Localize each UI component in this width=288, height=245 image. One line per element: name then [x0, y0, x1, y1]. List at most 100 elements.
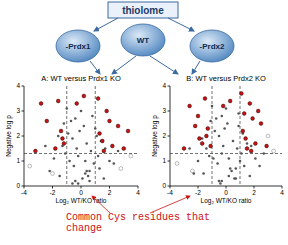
- chart-title: B: WT versus Prdx2 KO: [186, 74, 266, 83]
- point: [103, 177, 106, 180]
- point: [110, 144, 114, 148]
- point: [250, 145, 253, 148]
- threshold-line: [240, 86, 241, 186]
- point: [34, 149, 38, 153]
- point: [84, 172, 87, 175]
- point: [218, 135, 221, 138]
- y-tick-label: 3: [162, 107, 166, 114]
- point: [122, 147, 126, 151]
- x-tick-label: 0: [224, 189, 228, 196]
- point: [254, 142, 258, 146]
- caption-arrow: [150, 196, 190, 213]
- x-tick-label: 0: [79, 189, 83, 196]
- point: [91, 115, 94, 118]
- point: [265, 144, 269, 148]
- point: [58, 175, 61, 178]
- point: [219, 182, 222, 185]
- chart-title: A: WT versus Prdx1 KO: [41, 74, 121, 83]
- point: [71, 182, 74, 185]
- point: [85, 170, 88, 173]
- point: [98, 132, 102, 136]
- point: [249, 175, 252, 178]
- x-tick-label: -2: [50, 189, 56, 196]
- node-label: -Prdx2: [200, 42, 225, 51]
- point: [236, 147, 239, 150]
- point: [85, 142, 88, 145]
- point: [259, 122, 263, 126]
- point: [197, 160, 200, 163]
- arrow: [192, 61, 200, 74]
- point: [221, 152, 224, 155]
- point: [225, 107, 228, 110]
- point: [53, 147, 57, 151]
- point: [88, 180, 91, 183]
- point: [188, 147, 191, 150]
- arrow: [90, 61, 100, 74]
- point: [94, 127, 97, 130]
- point: [263, 152, 266, 155]
- point: [84, 160, 87, 163]
- point: [244, 137, 248, 141]
- x-tick-label: -4: [167, 189, 173, 196]
- point: [212, 157, 215, 160]
- canvas: thiolome-Prdx1WT-Prdx2A: WT versus Prdx1…: [0, 0, 288, 245]
- caption: Common Cys residues that change: [66, 212, 226, 234]
- point: [239, 160, 242, 163]
- y-tick-label: 2: [16, 132, 20, 139]
- point: [28, 164, 32, 168]
- x-axis-label: Log₂ WT/KO ratio: [201, 197, 252, 205]
- point: [216, 162, 219, 165]
- node-oval: [121, 24, 165, 56]
- point: [53, 157, 56, 160]
- point: [83, 125, 86, 128]
- point: [73, 165, 76, 168]
- point: [222, 145, 225, 148]
- point: [126, 129, 130, 133]
- point: [77, 155, 80, 158]
- y-tick-label: 4: [162, 82, 166, 89]
- x-tick-label: 4: [136, 189, 140, 196]
- point: [97, 155, 100, 158]
- arrow: [168, 18, 194, 31]
- node-label: WT: [137, 36, 150, 45]
- point: [196, 114, 200, 118]
- point: [246, 142, 249, 145]
- point: [68, 160, 71, 163]
- y-tick-label: 3: [16, 107, 20, 114]
- point: [242, 112, 246, 116]
- point: [45, 119, 49, 123]
- point: [235, 177, 238, 180]
- point: [266, 134, 270, 138]
- plot-area: [24, 86, 138, 186]
- chart: A: WT versus Prdx1 KO-4-202401234Log₂ WT…: [5, 74, 140, 205]
- point: [215, 117, 218, 120]
- y-tick-label: 1: [162, 157, 166, 164]
- point: [237, 112, 240, 115]
- point: [96, 97, 100, 101]
- point: [88, 170, 91, 173]
- point: [193, 172, 196, 175]
- point: [63, 122, 66, 125]
- x-axis-label: Log₂ WT/KO ratio: [56, 197, 107, 205]
- point: [223, 127, 226, 130]
- point: [108, 119, 112, 123]
- point: [77, 182, 80, 185]
- y-tick-label: 4: [16, 82, 20, 89]
- y-tick-label: 2: [162, 132, 166, 139]
- point: [93, 162, 96, 165]
- threshold-line: [170, 153, 282, 154]
- x-tick-label: -2: [195, 189, 201, 196]
- point: [98, 167, 101, 170]
- point: [51, 172, 55, 176]
- point: [202, 172, 205, 175]
- point: [228, 175, 231, 178]
- point: [240, 92, 244, 96]
- point: [71, 137, 74, 140]
- point: [226, 122, 229, 125]
- point: [248, 102, 252, 106]
- point: [78, 130, 81, 133]
- point: [205, 147, 208, 150]
- point: [191, 169, 195, 173]
- point: [249, 149, 253, 153]
- point: [74, 180, 77, 183]
